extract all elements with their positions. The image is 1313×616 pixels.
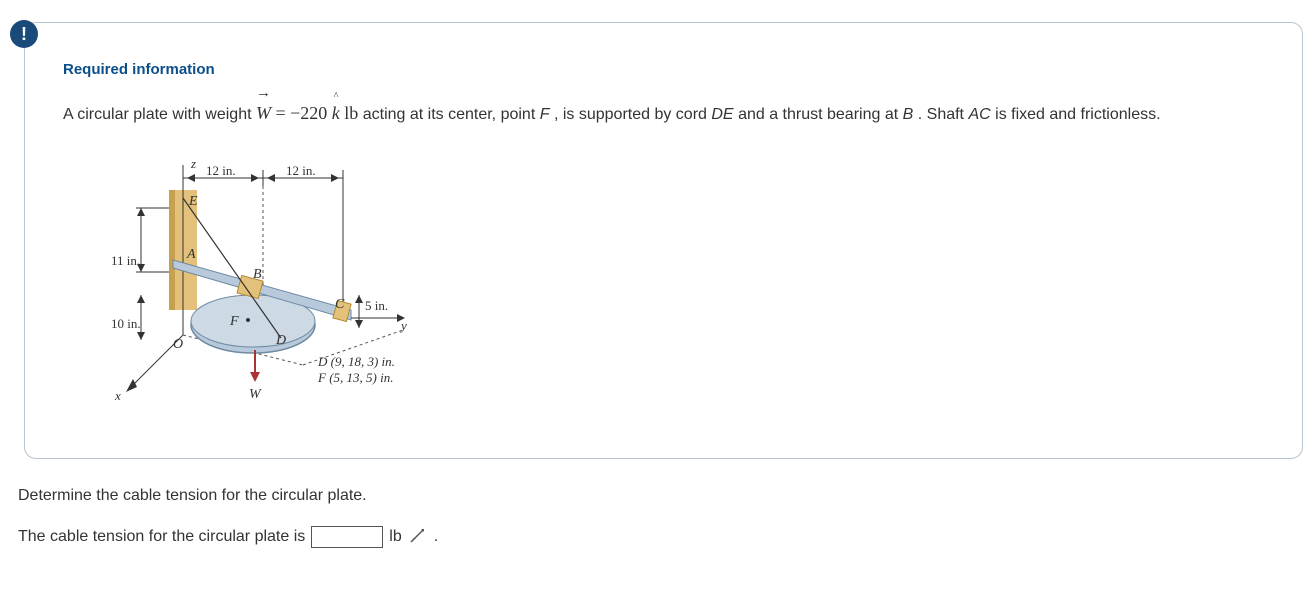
required-info-heading: Required information xyxy=(63,61,1264,78)
alert-glyph: ! xyxy=(21,24,27,45)
answer-line: The cable tension for the circular plate… xyxy=(18,525,1303,548)
arrow-11t xyxy=(137,208,145,216)
arrow-5t xyxy=(355,295,363,303)
vector-var: W xyxy=(256,103,271,123)
point-B: B xyxy=(903,106,914,123)
F-coords: F (5, 13, 5) in. xyxy=(317,370,393,385)
question-text: Determine the cable tension for the circ… xyxy=(18,487,1303,505)
vector-W: → W xyxy=(256,100,271,126)
pt-C: C xyxy=(335,297,345,312)
F-dot xyxy=(246,318,250,322)
text-mid5: is fixed and frictionless. xyxy=(995,106,1160,123)
alert-icon: ! xyxy=(10,20,38,48)
x-arrowhead xyxy=(126,379,137,392)
arrow-l2 xyxy=(267,174,275,182)
khat-var: k xyxy=(332,103,340,123)
answer-period: . xyxy=(434,528,438,546)
dim-5: 5 in. xyxy=(365,298,388,313)
answer-unit: lb xyxy=(389,528,401,546)
point-F: F xyxy=(540,106,550,123)
arrow-r2 xyxy=(331,174,339,182)
y-label: y xyxy=(399,318,407,333)
text-mid4: . Shaft xyxy=(918,106,969,123)
arrow-5b xyxy=(355,320,363,328)
answer-prefix: The cable tension for the circular plate… xyxy=(18,528,305,546)
W-arrowhead xyxy=(250,372,260,382)
gold-strip-shade xyxy=(169,190,175,310)
arrow-r1 xyxy=(251,174,259,182)
W-label: W xyxy=(249,387,262,402)
x-axis xyxy=(128,335,183,390)
x-label: x xyxy=(114,388,121,403)
pt-A: A xyxy=(186,247,196,262)
k-hat: k xyxy=(332,100,340,126)
toolbox-icon[interactable] xyxy=(410,525,428,548)
pt-F: F xyxy=(229,314,239,329)
dim-12a: 12 in. xyxy=(206,163,236,178)
equals: = xyxy=(275,103,290,123)
text-mid3: and a thrust bearing at xyxy=(738,106,903,123)
unit-lb: lb xyxy=(344,103,363,123)
z-label: z xyxy=(190,156,196,171)
dim-12b: 12 in. xyxy=(286,163,316,178)
arrow-10b xyxy=(137,332,145,340)
pt-B: B xyxy=(253,267,262,282)
weight-value: −220 xyxy=(290,103,332,123)
dim-11: 11 in. xyxy=(111,253,140,268)
D-coords: D (9, 18, 3) in. xyxy=(317,354,395,369)
figure: z 12 in. 12 in. E A xyxy=(103,150,1264,420)
pt-D: D xyxy=(275,333,286,348)
cord-DE: DE xyxy=(711,106,733,123)
problem-statement: A circular plate with weight → W = −220 … xyxy=(63,100,1264,126)
text-prefix: A circular plate with weight xyxy=(63,106,256,123)
answer-input[interactable] xyxy=(311,526,383,548)
text-mid2: , is supported by cord xyxy=(554,106,711,123)
shaft-AC: AC xyxy=(968,106,990,123)
vector-arrow-icon: → xyxy=(256,90,271,96)
text-mid1: acting at its center, point xyxy=(363,106,540,123)
figure-svg: z 12 in. 12 in. E A xyxy=(103,150,423,420)
dim-10: 10 in. xyxy=(111,316,141,331)
arrow-10t xyxy=(137,295,145,303)
question-area: Determine the cable tension for the circ… xyxy=(18,487,1303,548)
problem-card: Required information A circular plate wi… xyxy=(24,22,1303,459)
arrow-l1 xyxy=(187,174,195,182)
